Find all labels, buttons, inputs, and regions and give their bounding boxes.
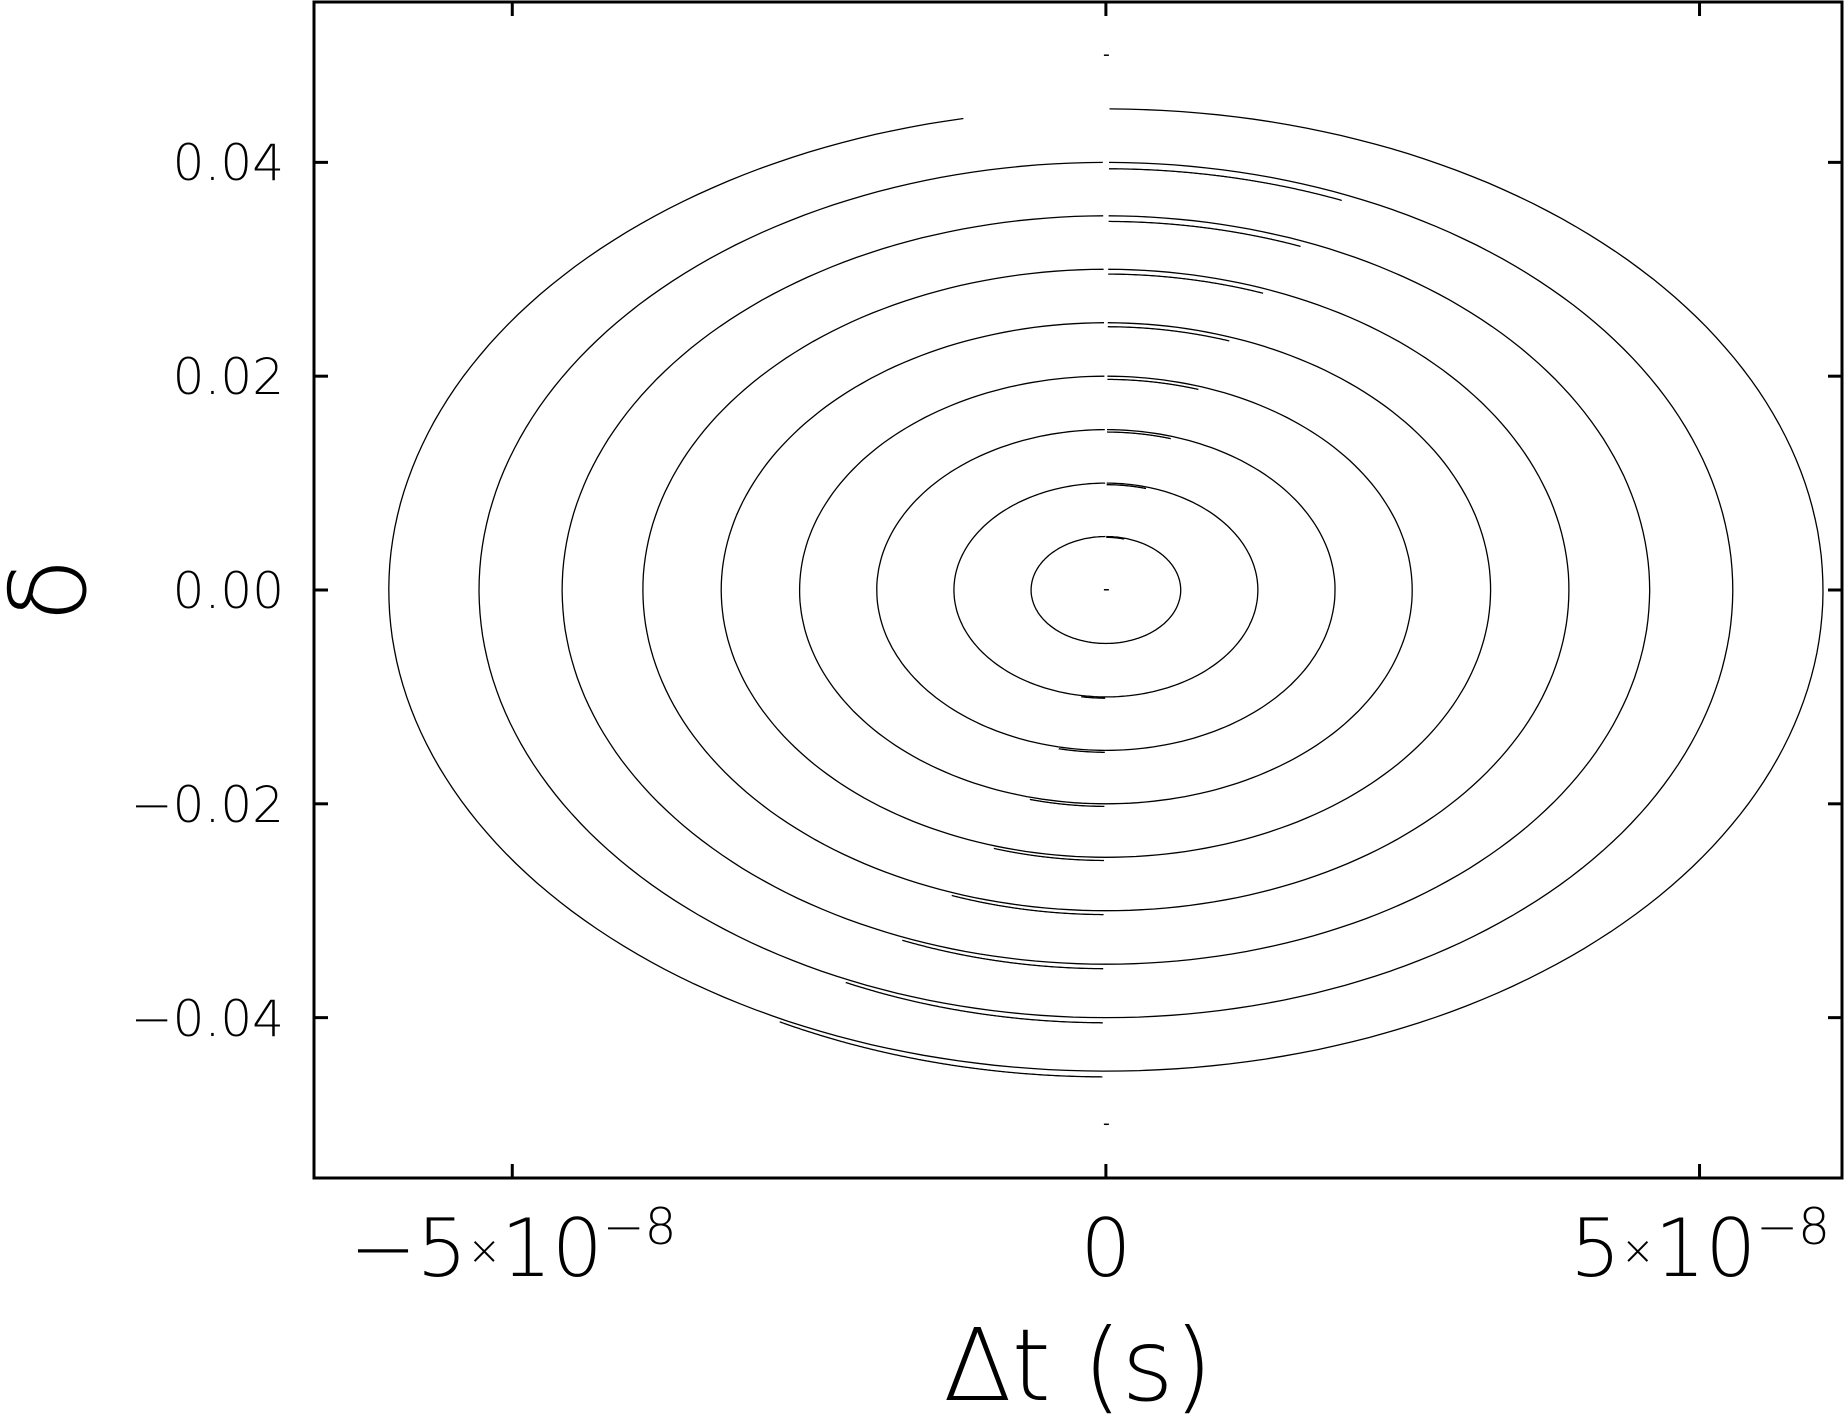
trajectory-overlap-bottom-6 — [902, 939, 1104, 970]
trajectory-0 — [1030, 535, 1182, 645]
x-tick-label-0: −5×10−8 — [350, 1198, 677, 1295]
trajectory-overlap-bottom-1 — [1081, 696, 1106, 699]
trajectory-overlap-top-3 — [1107, 378, 1199, 391]
trajectory-overlap-bottom-5 — [951, 894, 1104, 916]
trajectory-5 — [642, 268, 1570, 912]
y-tick-label-3: −0.02 — [131, 776, 284, 834]
trajectory-overlap-bottom-8 — [779, 1021, 1103, 1078]
x-tick-label-2: 5×10−8 — [1570, 1198, 1830, 1295]
trajectory-6 — [561, 215, 1651, 965]
trajectory-3 — [798, 375, 1413, 805]
trajectory-overlap-top-6 — [1108, 220, 1301, 248]
trajectory-overlap-bottom-2 — [1058, 748, 1105, 753]
fixed-point-1 — [1103, 54, 1109, 56]
trajectory-overlap-top-4 — [1107, 326, 1230, 342]
svg-text:−5×10−8: −5×10−8 — [350, 1198, 677, 1295]
trajectory-overlap-bottom-7 — [845, 981, 1103, 1024]
svg-text:5×10−8: 5×10−8 — [1570, 1198, 1830, 1295]
y-tick-label-2: 0.00 — [173, 562, 284, 620]
ticks-group — [314, 2, 1842, 1178]
trajectory-overlap-top-2 — [1107, 431, 1171, 440]
trajectory-overlap-top-1 — [1106, 484, 1147, 490]
trajectory-7 — [478, 161, 1734, 1019]
fixed-point-2 — [1103, 1123, 1109, 1126]
trajectory-2 — [876, 428, 1336, 752]
svg-text:0: 0 — [1081, 1202, 1132, 1295]
trajectory-overlap-top-7 — [1109, 168, 1342, 202]
fixed-point-0 — [1103, 589, 1109, 591]
x-axis-label: Δt (s) — [943, 1307, 1213, 1423]
trajectory-overlap-top-5 — [1108, 273, 1264, 294]
plot-frame — [312, 0, 1844, 1180]
trajectory-1 — [953, 482, 1259, 698]
y-tick-label-1: 0.02 — [173, 348, 284, 406]
trajectory-overlap-bottom-4 — [993, 847, 1104, 862]
trajectory-8 — [388, 108, 1824, 1072]
trajectory-4 — [720, 322, 1492, 858]
trajectory-overlap-bottom-3 — [1029, 798, 1105, 808]
curves-group — [388, 54, 1824, 1126]
trajectory-overlap-top-0 — [1106, 536, 1125, 540]
y-tick-label-0: 0.04 — [173, 134, 284, 192]
y-axis-label: δ — [0, 558, 110, 622]
x-tick-label-1: 0 — [1081, 1202, 1132, 1295]
y-tick-label-4: −0.04 — [131, 990, 284, 1048]
